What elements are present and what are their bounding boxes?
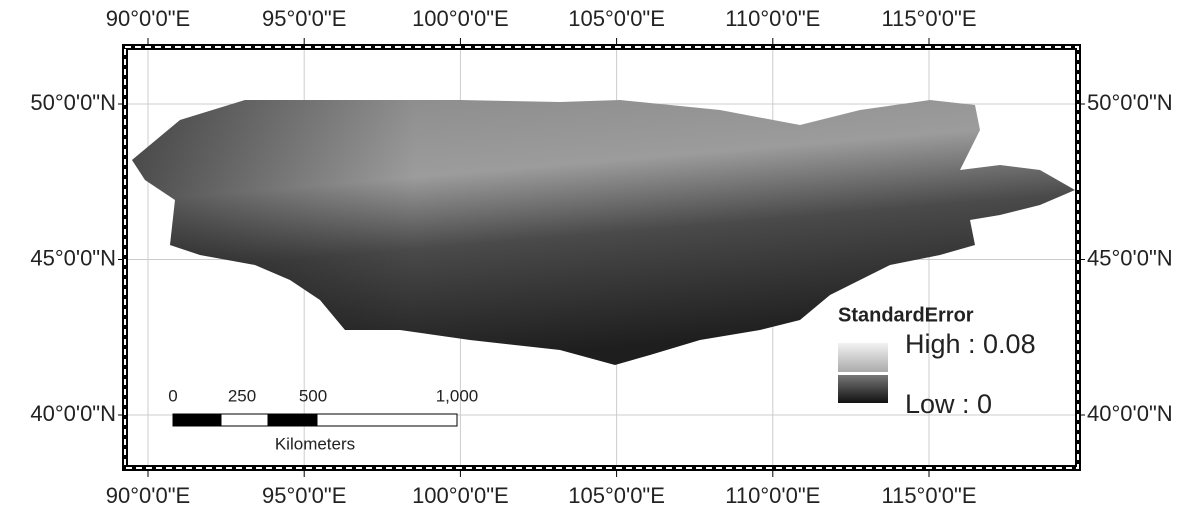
legend-low: Low : 0 bbox=[905, 389, 992, 419]
lon-label: 105°0'0"E bbox=[568, 483, 665, 508]
lon-label: 110°0'0"E bbox=[725, 483, 820, 508]
scale-bar: 0 250 500 1,000 Kilometers bbox=[168, 386, 478, 453]
legend-swatch bbox=[838, 375, 888, 403]
lon-label: 95°0'0"E bbox=[262, 483, 346, 508]
lat-label: 50°0'0"N bbox=[1087, 90, 1173, 115]
lat-label: 45°0'0"N bbox=[1087, 245, 1173, 270]
lon-label: 110°0'0"E bbox=[725, 6, 820, 31]
lat-label: 40°0'0"N bbox=[1087, 401, 1173, 426]
scale-label: 250 bbox=[228, 386, 256, 405]
lon-label: 90°0'0"E bbox=[106, 6, 190, 31]
legend-title: StandardError bbox=[838, 304, 974, 326]
legend-swatch bbox=[838, 343, 888, 372]
legend-high: High : 0.08 bbox=[905, 329, 1036, 359]
lon-label: 95°0'0"E bbox=[262, 6, 346, 31]
scale-unit: Kilometers bbox=[275, 434, 355, 453]
lat-label: 40°0'0"N bbox=[30, 401, 116, 426]
lon-label: 100°0'0"E bbox=[412, 483, 509, 508]
map: 0 250 500 1,000 Kilometers StandardError… bbox=[0, 0, 1196, 516]
lon-label: 90°0'0"E bbox=[106, 483, 190, 508]
lat-label: 50°0'0"N bbox=[30, 90, 116, 115]
legend: StandardError High : 0.08 Low : 0 bbox=[838, 304, 1036, 419]
scale-segment bbox=[221, 414, 268, 426]
lon-label: 100°0'0"E bbox=[412, 6, 509, 31]
lon-label: 115°0'0"E bbox=[881, 6, 976, 31]
scale-label: 0 bbox=[168, 386, 177, 405]
scale-label: 500 bbox=[299, 386, 327, 405]
scale-segment bbox=[173, 414, 221, 426]
lat-label: 45°0'0"N bbox=[30, 245, 116, 270]
lon-label: 105°0'0"E bbox=[568, 6, 665, 31]
lon-label: 115°0'0"E bbox=[881, 483, 976, 508]
scale-segment bbox=[317, 414, 457, 426]
scale-segment bbox=[268, 414, 317, 426]
scale-label: 1,000 bbox=[436, 386, 479, 405]
